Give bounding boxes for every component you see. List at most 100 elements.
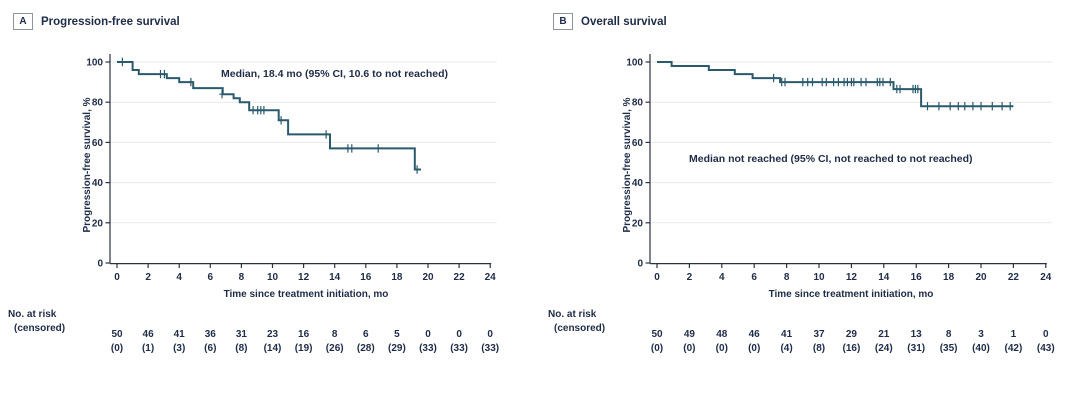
svg-text:48: 48 xyxy=(716,329,728,340)
svg-text:(6): (6) xyxy=(204,343,216,354)
svg-text:18: 18 xyxy=(943,272,955,283)
risk-table-values: 50(0)46(1)41(3)36(6)31(8)23(14)16(19)8(2… xyxy=(111,329,499,354)
svg-text:(33): (33) xyxy=(419,343,437,354)
panel-b-header: B Overall survival xyxy=(553,13,667,30)
svg-text:6: 6 xyxy=(751,272,757,283)
svg-text:23: 23 xyxy=(267,329,279,340)
svg-text:60: 60 xyxy=(92,138,104,149)
svg-text:14: 14 xyxy=(329,272,341,283)
svg-text:8: 8 xyxy=(946,329,952,340)
panel-a: A Progression-free survival 0 20 40 60 80 100… xyxy=(8,13,499,354)
svg-text:0: 0 xyxy=(654,272,660,283)
svg-text:(29): (29) xyxy=(388,343,406,354)
svg-text:100: 100 xyxy=(86,58,103,69)
svg-text:4: 4 xyxy=(719,272,725,283)
svg-text:21: 21 xyxy=(878,329,890,340)
svg-text:(43): (43) xyxy=(1037,343,1055,354)
svg-text:46: 46 xyxy=(749,329,761,340)
svg-text:10: 10 xyxy=(267,272,279,283)
svg-text:20: 20 xyxy=(975,272,987,283)
risk-table-values: 50 (0) 49 (0) 48 (0) 46 (0) 41 (4) 37 (8) 29 (16) 21 (2… xyxy=(651,329,1055,354)
svg-text:24: 24 xyxy=(485,272,497,283)
svg-text:37: 37 xyxy=(813,329,825,340)
risk-label-b: No. at risk xyxy=(548,309,597,320)
y-axis-title-b: Progression-free survival, % xyxy=(622,97,633,233)
x-axis-title-b: Time since treatment initiation, mo xyxy=(768,289,934,300)
svg-text:16: 16 xyxy=(298,329,310,340)
svg-text:3: 3 xyxy=(978,329,984,340)
svg-text:(14): (14) xyxy=(264,343,282,354)
svg-text:0: 0 xyxy=(487,329,493,340)
svg-text:40: 40 xyxy=(92,178,104,189)
svg-text:0: 0 xyxy=(637,259,643,270)
svg-text:8: 8 xyxy=(332,329,338,340)
svg-text:(40): (40) xyxy=(972,343,990,354)
svg-text:100: 100 xyxy=(626,58,643,69)
svg-text:12: 12 xyxy=(298,272,310,283)
svg-text:1: 1 xyxy=(1011,329,1017,340)
svg-text:41: 41 xyxy=(174,329,186,340)
svg-text:20: 20 xyxy=(92,218,104,229)
svg-text:(33): (33) xyxy=(450,343,468,354)
y-axis-title-a: Progression-free survival, % xyxy=(82,97,93,233)
km-curve xyxy=(657,61,1014,108)
svg-text:2: 2 xyxy=(687,272,693,283)
svg-text:31: 31 xyxy=(236,329,248,340)
panel-a-title: Progression-free survival xyxy=(41,15,180,28)
svg-text:(19): (19) xyxy=(295,343,313,354)
x-tick-labels: 0 2 4 6 8 10 12 14 16 18 20 22 24 xyxy=(114,272,496,283)
svg-text:4: 4 xyxy=(176,272,182,283)
censored-label-a: (censored) xyxy=(14,323,66,334)
svg-text:(0): (0) xyxy=(748,343,760,354)
svg-text:13: 13 xyxy=(911,329,923,340)
svg-text:20: 20 xyxy=(422,272,434,283)
svg-text:40: 40 xyxy=(632,178,644,189)
gridlines xyxy=(650,61,1053,224)
svg-text:6: 6 xyxy=(363,329,369,340)
svg-text:(1): (1) xyxy=(142,343,154,354)
svg-text:2: 2 xyxy=(145,272,151,283)
svg-text:36: 36 xyxy=(205,329,217,340)
y-tick-labels: 0 20 40 60 80 100 xyxy=(86,58,103,270)
svg-text:80: 80 xyxy=(92,98,104,109)
y-tick-labels: 0 20 40 60 80 100 xyxy=(626,58,643,270)
panel-b-label-box: B xyxy=(553,13,573,30)
svg-text:50: 50 xyxy=(651,329,663,340)
gridlines xyxy=(110,61,497,224)
svg-text:(0): (0) xyxy=(716,343,728,354)
panel-b-label: B xyxy=(559,16,567,27)
x-tick-labels: 0 2 4 6 8 10 12 14 16 18 20 22 24 xyxy=(654,272,1052,283)
svg-text:(35): (35) xyxy=(940,343,958,354)
svg-text:16: 16 xyxy=(911,272,923,283)
svg-text:(26): (26) xyxy=(326,343,344,354)
censor-marks xyxy=(119,57,420,174)
svg-text:(42): (42) xyxy=(1005,343,1023,354)
svg-text:50: 50 xyxy=(111,329,123,340)
svg-text:24: 24 xyxy=(1040,272,1052,283)
risk-label-a: No. at risk xyxy=(8,309,57,320)
censor-marks xyxy=(770,73,1013,111)
svg-text:0: 0 xyxy=(1043,329,1049,340)
svg-text:22: 22 xyxy=(454,272,466,283)
svg-text:(31): (31) xyxy=(907,343,925,354)
svg-text:0: 0 xyxy=(425,329,431,340)
panel-a-label-box: A xyxy=(13,13,33,30)
median-annotation-b: Median not reached (95% CI, not reached … xyxy=(689,153,973,165)
panel-b-title: Overall survival xyxy=(581,15,667,28)
svg-text:14: 14 xyxy=(878,272,890,283)
censored-label-b: (censored) xyxy=(554,323,606,334)
svg-text:(4): (4) xyxy=(780,343,792,354)
svg-text:(3): (3) xyxy=(173,343,185,354)
svg-text:6: 6 xyxy=(208,272,214,283)
svg-text:(0): (0) xyxy=(683,343,695,354)
svg-text:(0): (0) xyxy=(651,343,663,354)
svg-text:46: 46 xyxy=(143,329,155,340)
svg-text:18: 18 xyxy=(391,272,403,283)
svg-text:16: 16 xyxy=(360,272,372,283)
svg-text:49: 49 xyxy=(684,329,696,340)
median-annotation-a: Median, 18.4 mo (95% CI, 10.6 to not rea… xyxy=(221,68,448,80)
svg-text:20: 20 xyxy=(632,218,644,229)
svg-text:(28): (28) xyxy=(357,343,375,354)
